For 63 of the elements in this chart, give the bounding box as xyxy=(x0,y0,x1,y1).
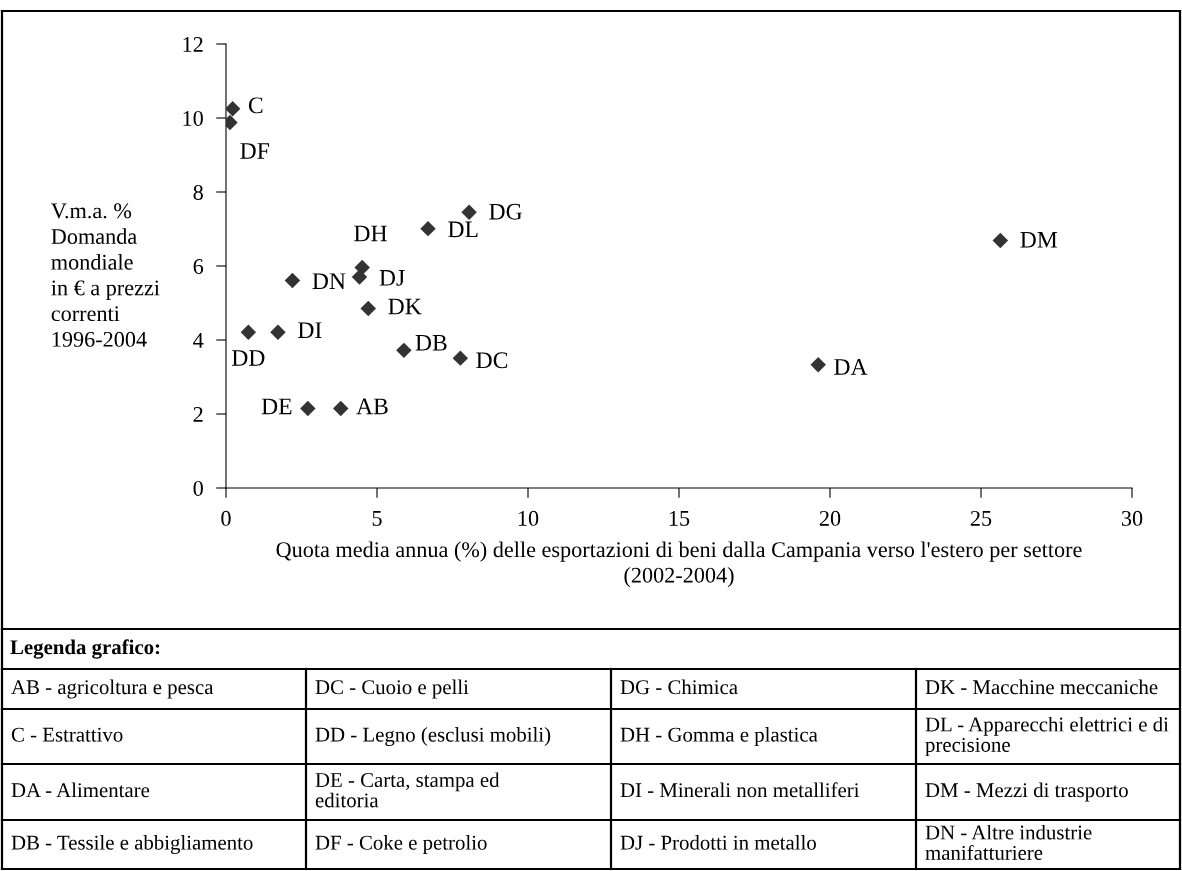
x-tick-label: 10 xyxy=(518,510,539,526)
y-tick-label: 6 xyxy=(193,258,204,274)
data-label: DD xyxy=(231,350,265,366)
y-axis-title: V.m.a. % Domanda mondiale in € a prezzi correnti 1996-2004 xyxy=(51,203,160,347)
data-label: DH xyxy=(354,225,387,242)
data-label: AB xyxy=(356,398,388,415)
data-label: DI xyxy=(298,322,322,338)
text: DM - Mezzi di trasporto xyxy=(925,782,1128,802)
x-tick-label: 25 xyxy=(970,510,992,526)
point xyxy=(270,324,286,340)
y-tick-label: 8 xyxy=(193,184,203,200)
data-label: DL xyxy=(448,221,478,238)
data-label: DF xyxy=(240,143,269,159)
text: DF - Coke e petrolio xyxy=(315,835,487,854)
text: DB - Tessile e abbigliamento xyxy=(11,835,253,854)
point xyxy=(284,272,301,289)
point xyxy=(360,300,376,317)
text: DA - Alimentare xyxy=(11,782,150,798)
data-label: DB xyxy=(415,335,447,351)
point xyxy=(810,357,826,373)
text: Legenda grafico: xyxy=(10,639,160,659)
text: DC - Cuoio e pelli xyxy=(315,679,469,699)
data-label: DM xyxy=(1020,232,1058,248)
data-label: DN xyxy=(312,273,346,289)
data-label: DJ xyxy=(379,270,405,286)
text: DJ - Prodotti in metallo xyxy=(620,835,816,850)
point xyxy=(396,342,412,359)
text: DK - Macchine meccaniche xyxy=(925,679,1158,695)
text: DD - Legno (esclusi mobili) xyxy=(315,727,551,746)
y-tick-label: 2 xyxy=(193,406,203,422)
text: DH - Gomma e plastica xyxy=(620,727,818,746)
data-label: DA xyxy=(834,359,868,375)
point xyxy=(300,400,316,417)
x-tick-label: 20 xyxy=(819,510,841,526)
point xyxy=(333,400,349,417)
x-axis-title: Quota media annua (%) delle esportazioni di beni dalla Campania verso l'estero per settore (2002-2004) xyxy=(276,541,1082,588)
text: DN - Altre industrie manifatturiere xyxy=(925,824,1092,860)
data-label: DG xyxy=(489,203,522,220)
text: DG - Chimica xyxy=(620,679,738,695)
data-label: DE xyxy=(261,398,292,415)
y-tick-label: 10 xyxy=(183,110,203,126)
text: C - Estrattivo xyxy=(11,727,123,742)
point xyxy=(420,220,436,237)
text: AB - agricoltura e pesca xyxy=(11,679,214,699)
point xyxy=(461,204,477,221)
point xyxy=(226,101,241,117)
x-tick-label: 15 xyxy=(669,510,690,526)
point xyxy=(992,232,1009,249)
y-tick-label: 4 xyxy=(193,333,204,348)
x-tick-label: 30 xyxy=(1121,510,1143,526)
point xyxy=(240,324,257,340)
y-tick-label: 0 xyxy=(193,480,203,496)
x-tick-label: 5 xyxy=(372,511,382,526)
x-tick-label: 0 xyxy=(221,510,231,526)
data-label: DK xyxy=(388,298,422,315)
data-label: DC xyxy=(476,352,508,369)
data-label: C xyxy=(248,97,263,114)
text: DL - Apparecchi elettrici e di precisione xyxy=(925,716,1169,757)
point xyxy=(452,350,469,366)
y-tick-label: 12 xyxy=(183,36,203,52)
point xyxy=(351,269,368,285)
text: DE - Carta, stampa ed editoria xyxy=(315,772,500,808)
text: DI - Minerali non metalliferi xyxy=(620,782,860,798)
